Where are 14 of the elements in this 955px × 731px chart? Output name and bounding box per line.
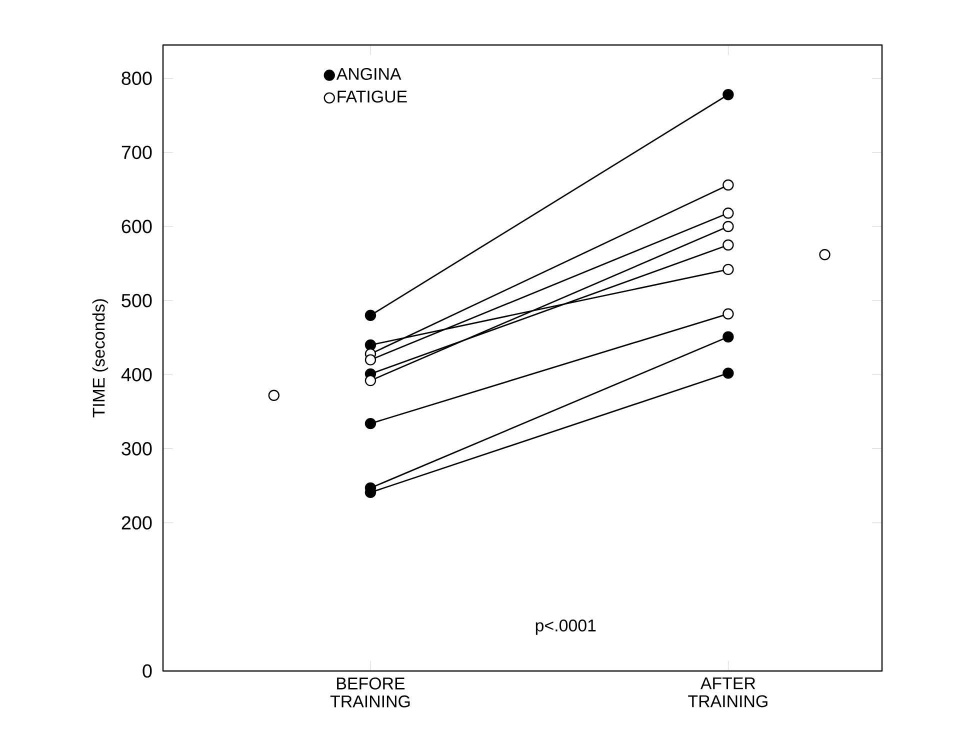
y-tick-label: 0 (142, 664, 152, 678)
y-tick-label: 500 (122, 294, 152, 308)
y-tick-label: 800 (122, 72, 152, 86)
y-tick-label: 700 (122, 146, 152, 160)
y-tick-label: 200 (122, 516, 152, 530)
y-axis-title: TIME (seconds) (92, 299, 108, 418)
annotation: p<.0001 (536, 619, 596, 635)
legend-label: ANGINA (336, 68, 402, 80)
y-tick-label: 400 (121, 368, 152, 382)
x-tick-label: AFTER TRAINING (688, 677, 768, 708)
legend-label: FATIGUE (338, 90, 407, 103)
x-tick-label: BEFORE TRAINING (330, 677, 410, 708)
y-tick-label: 600 (122, 220, 152, 234)
y-tick-label: 300 (122, 442, 152, 456)
